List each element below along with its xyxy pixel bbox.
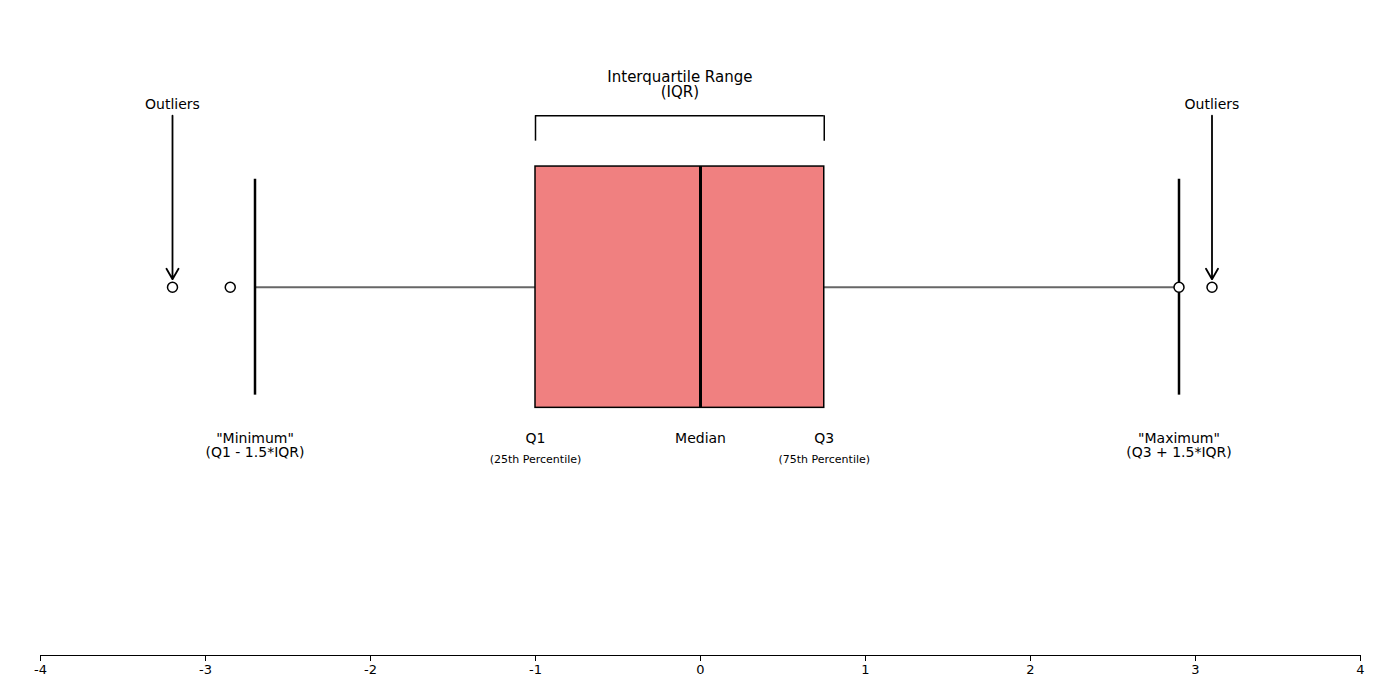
- svg-text:0: 0: [696, 662, 704, 677]
- svg-text:"Minimum"(Q1 - 1.5*IQR): "Minimum"(Q1 - 1.5*IQR): [206, 430, 305, 460]
- svg-text:4: 4: [1356, 662, 1364, 677]
- svg-text:(25th Percentile): (25th Percentile): [490, 453, 582, 466]
- svg-text:Outliers: Outliers: [145, 96, 200, 112]
- svg-text:-2: -2: [364, 662, 377, 677]
- svg-text:3: 3: [1191, 662, 1199, 677]
- svg-text:-1: -1: [529, 662, 542, 677]
- svg-text:2: 2: [1026, 662, 1034, 677]
- svg-text:"Maximum"(Q3 + 1.5*IQR): "Maximum"(Q3 + 1.5*IQR): [1126, 430, 1232, 460]
- svg-text:1: 1: [861, 662, 869, 677]
- svg-text:(75th Percentile): (75th Percentile): [778, 453, 870, 466]
- svg-text:-3: -3: [199, 662, 212, 677]
- svg-text:Median: Median: [675, 430, 726, 446]
- svg-text:-4: -4: [34, 662, 47, 677]
- svg-text:Interquartile Range(IQR): Interquartile Range(IQR): [607, 68, 752, 101]
- svg-text:Q1: Q1: [526, 430, 546, 446]
- svg-text:Outliers: Outliers: [1185, 96, 1240, 112]
- svg-text:Q3: Q3: [814, 430, 834, 446]
